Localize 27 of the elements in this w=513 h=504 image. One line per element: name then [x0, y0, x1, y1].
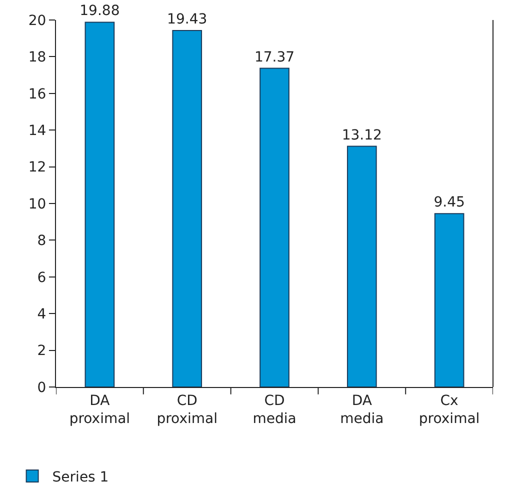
data-label: 13.12 — [342, 127, 382, 144]
y-tick-label: 2 — [37, 343, 46, 360]
y-tick-label: 12 — [28, 160, 46, 176]
bar — [260, 68, 290, 387]
bar — [172, 30, 202, 387]
bar — [434, 213, 464, 387]
x-tick-label: DA proximal — [69, 392, 130, 427]
y-tick-label: 0 — [37, 380, 46, 396]
x-tick-label: Cx proximal — [418, 392, 480, 427]
bar — [84, 22, 115, 387]
data-label: 19.43 — [167, 11, 208, 28]
x-tick-label: CD media — [252, 392, 296, 427]
y-tick-label: 8 — [37, 233, 46, 250]
bar — [346, 146, 377, 387]
y-tick-label: 4 — [37, 306, 46, 322]
y-tick-label: 18 — [28, 50, 46, 66]
y-tick-label: 16 — [28, 86, 46, 102]
legend-label: Series 1 — [52, 469, 109, 486]
y-tick-label: 14 — [28, 123, 46, 139]
y-tick-label: 20 — [28, 12, 46, 29]
data-label: 19.88 — [80, 3, 120, 20]
data-label: 9.45 — [434, 194, 465, 211]
y-tick-label: 10 — [28, 196, 46, 212]
x-tick-label: CD proximal — [156, 392, 218, 427]
data-label: 17.37 — [254, 49, 295, 66]
x-tick-label: DA media — [340, 392, 384, 427]
y-tick-label: 6 — [37, 270, 46, 286]
